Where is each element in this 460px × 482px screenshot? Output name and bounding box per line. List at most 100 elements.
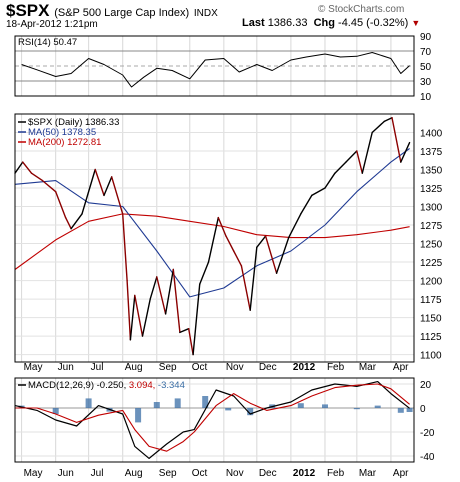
macd-hist-bar-9 [247, 408, 254, 416]
macd-x-tick-label-11: Apr [393, 468, 409, 479]
macd-signal-line [15, 383, 410, 452]
macd-x-tick-label-2: Jul [91, 468, 104, 479]
ma200-line [14, 213, 410, 270]
price-segment-41 [361, 131, 373, 174]
price-segment-20 [172, 268, 181, 334]
macd-hist-bar-13 [353, 408, 360, 410]
macd-tick-label-1: 0 [420, 404, 426, 415]
price-segment-17 [149, 276, 158, 300]
price-tick-label-2: 1350 [420, 166, 443, 177]
price-tick-label-10: 1150 [420, 314, 442, 325]
price-segment-10 [103, 176, 113, 197]
price-legend-label-0: $SPX (Daily) 1386.33 [28, 117, 119, 128]
price-tick-label-3: 1325 [420, 184, 443, 195]
macd-x-tick-label-8: 2012 [293, 468, 316, 479]
price-x-tick-label-4: Sep [159, 362, 177, 373]
macd-x-tick-label-6: Nov [226, 468, 244, 479]
macd-hist-bar-11 [297, 403, 304, 408]
macd-x-tick-label-4: Sep [159, 468, 177, 479]
price-segment-32 [264, 235, 278, 274]
price-x-tick-label-0: May [24, 362, 43, 373]
price-tick-label-4: 1300 [420, 203, 443, 214]
macd-legend-part-2: -3.344 [155, 380, 185, 391]
down-arrow-icon: ▼ [411, 18, 421, 28]
price-segment-11 [110, 176, 124, 215]
price-tick-label-5: 1275 [420, 221, 443, 232]
price-segment-33 [275, 236, 290, 274]
macd-panel-frame [14, 377, 415, 463]
price-segment-42 [371, 120, 385, 134]
price-legend-label-2: MA(200) 1272.81 [28, 137, 101, 148]
macd-legend-part-1: 3.094, [126, 380, 155, 391]
price-segment-6 [64, 216, 72, 230]
macd-hist-bar-12 [322, 404, 328, 408]
price-segment-39 [345, 150, 358, 163]
price-segment-19 [164, 268, 175, 315]
price-x-tick-label-10: Mar [359, 362, 377, 373]
price-segment-26 [217, 216, 227, 237]
rsi-tick-label-4: 10 [420, 92, 432, 103]
rsi-panel-frame [14, 35, 415, 97]
price-segment-7 [70, 213, 83, 230]
price-segment-25 [207, 216, 220, 263]
price-segment-8 [81, 168, 96, 215]
price-tick-label-6: 1250 [420, 240, 443, 251]
price-segment-22 [187, 328, 194, 356]
price-tick-label-0: 1400 [420, 129, 443, 140]
macd-line [14, 381, 410, 459]
date-stamp: 18-Apr-2012 1:21pm [6, 19, 98, 30]
macd-hist-bar-5 [153, 402, 160, 408]
price-segment-3 [30, 172, 44, 182]
macd-hist-bar-14 [374, 405, 381, 408]
price-segment-38 [334, 161, 347, 174]
price-segment-44 [391, 116, 402, 163]
price-panel-frame [14, 113, 415, 363]
price-x-tick-label-3: Aug [125, 362, 143, 373]
price-segment-30 [249, 246, 258, 311]
macd-x-tick-label-7: Dec [259, 468, 277, 479]
price-segment-36 [311, 187, 326, 197]
price-segment-9 [94, 168, 105, 197]
price-segment-12 [121, 213, 128, 282]
price-segment-40 [356, 150, 363, 174]
rsi-tick-label-1: 70 [420, 47, 432, 58]
price-x-tick-label-5: Oct [192, 362, 208, 373]
price-x-tick-label-9: Feb [327, 362, 345, 373]
rsi-line [21, 52, 410, 88]
price-x-tick-label-7: Dec [259, 362, 277, 373]
price-x-tick-label-11: Apr [393, 362, 409, 373]
price-segment-29 [240, 265, 251, 311]
watermark: © StockCharts.com [318, 4, 405, 15]
price-tick-label-1: 1375 [420, 147, 443, 158]
macd-hist-bar-6 [174, 398, 181, 408]
price-segment-23 [192, 283, 201, 356]
price-segment-31 [256, 235, 267, 249]
price-segment-13 [126, 279, 132, 341]
last-label: Last [242, 17, 265, 29]
price-segment-1 [14, 161, 24, 174]
price-segment-4 [41, 179, 57, 193]
chg-value: -4.45 (-0.32%) [338, 17, 409, 29]
price-tick-label-9: 1175 [420, 295, 442, 306]
rsi-tick-label-2: 50 [420, 62, 432, 73]
price-segment-34 [288, 213, 302, 239]
price-segment-5 [55, 190, 67, 219]
macd-x-tick-label-5: Oct [192, 468, 208, 479]
price-segment-43 [383, 116, 393, 123]
macd-tick-label-0: 20 [420, 380, 432, 391]
macd-x-tick-label-3: Aug [125, 468, 143, 479]
macd-hist-bar-7 [202, 396, 209, 408]
macd-hist-bar-8 [225, 408, 232, 411]
price-x-tick-label-1: Jun [58, 362, 74, 373]
quote-line: Last 1386.33 Chg -4.45 (-0.32%) ▼ [242, 17, 420, 29]
rsi-tick-label-3: 30 [420, 77, 432, 88]
chart-title: $SPX (S&P 500 Large Cap Index) INDX [6, 1, 218, 21]
price-x-tick-label-2: Jul [91, 362, 104, 373]
index-name: (S&P 500 Large Cap Index) [54, 7, 190, 19]
price-segment-2 [22, 161, 33, 174]
ma50-line [14, 148, 410, 298]
price-segment-15 [134, 294, 144, 337]
price-segment-24 [198, 261, 210, 285]
macd-legend-part-0: MACD(12,26,9) -0.250, [28, 380, 126, 391]
price-x-tick-label-6: Nov [226, 362, 244, 373]
